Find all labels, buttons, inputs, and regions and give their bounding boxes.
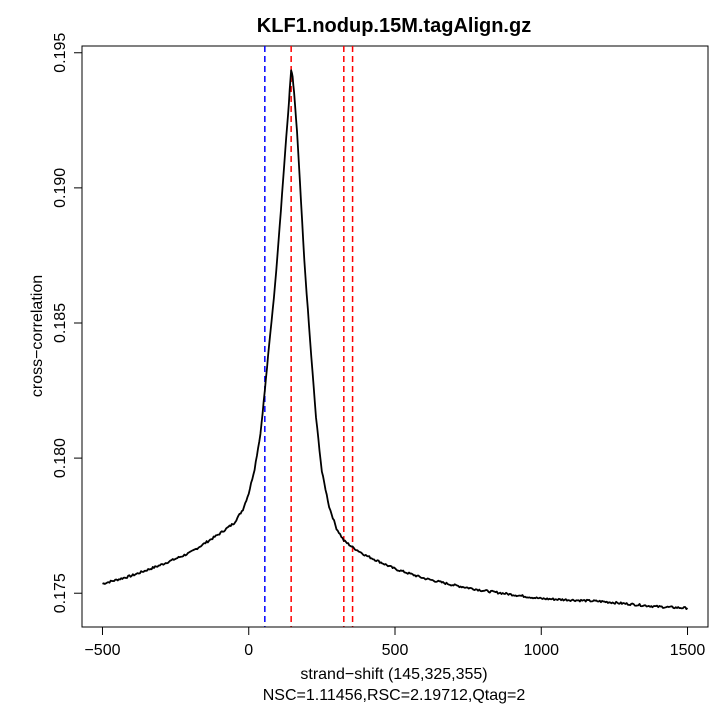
x-tick-label-4: 1500 [670, 642, 706, 659]
y-tick-label-4: 0.195 [52, 33, 69, 73]
y-axis: 0.175 0.180 0.185 0.190 0.195 [52, 33, 83, 613]
x-tick-label-3: 1000 [523, 642, 559, 659]
x-tick-label-1: 0 [244, 642, 253, 659]
chart-subtitle: NSC=1.11456,RSC=2.19712,Qtag=2 [263, 687, 526, 704]
x-axis: −500 0 500 1000 1500 [84, 626, 706, 659]
y-axis-label: cross−correlation [29, 275, 46, 397]
chart-title: KLF1.nodup.15M.tagAlign.gz [257, 15, 531, 37]
x-tick-label-0: −500 [84, 642, 120, 659]
y-tick-label-1: 0.180 [52, 438, 69, 478]
y-tick-label-3: 0.190 [52, 168, 69, 208]
reference-lines [264, 46, 354, 627]
y-tick-label-0: 0.175 [52, 573, 69, 613]
cross-correlation-line [102, 69, 689, 611]
y-tick-label-2: 0.185 [52, 303, 69, 343]
x-tick-label-2: 500 [382, 642, 409, 659]
x-axis-label: strand−shift (145,325,355) [300, 666, 487, 683]
plot-frame [81, 45, 709, 628]
